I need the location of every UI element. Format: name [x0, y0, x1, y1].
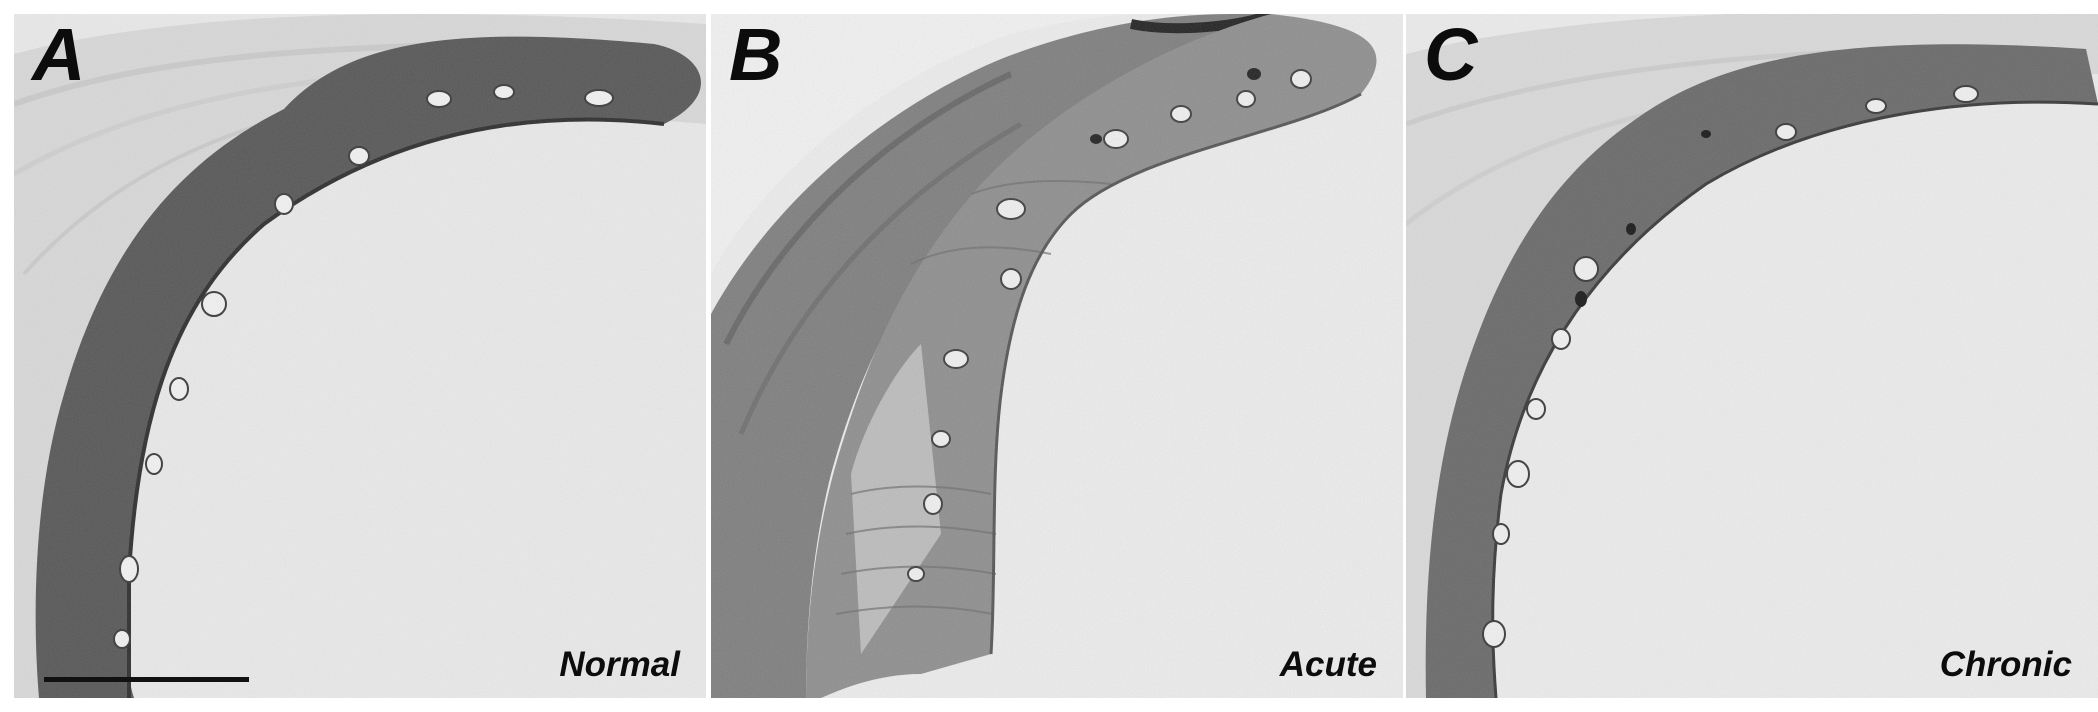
panel-letter: A: [32, 14, 86, 96]
panel-normal: A Normal: [14, 14, 706, 698]
panel-caption: Chronic: [1939, 645, 2072, 684]
scale-bar: [44, 677, 249, 682]
panel-caption: Acute: [1279, 645, 1377, 684]
panel-chronic: C Chronic: [1406, 14, 2098, 698]
micrograph-chronic: [1406, 14, 2098, 698]
micrograph-acute: [711, 14, 1403, 698]
panel-acute: B Acute: [711, 14, 1403, 698]
panel-letter: B: [729, 14, 783, 96]
micrograph-normal: [14, 14, 706, 698]
panel-caption: Normal: [559, 645, 680, 684]
panel-letter: C: [1424, 14, 1478, 96]
